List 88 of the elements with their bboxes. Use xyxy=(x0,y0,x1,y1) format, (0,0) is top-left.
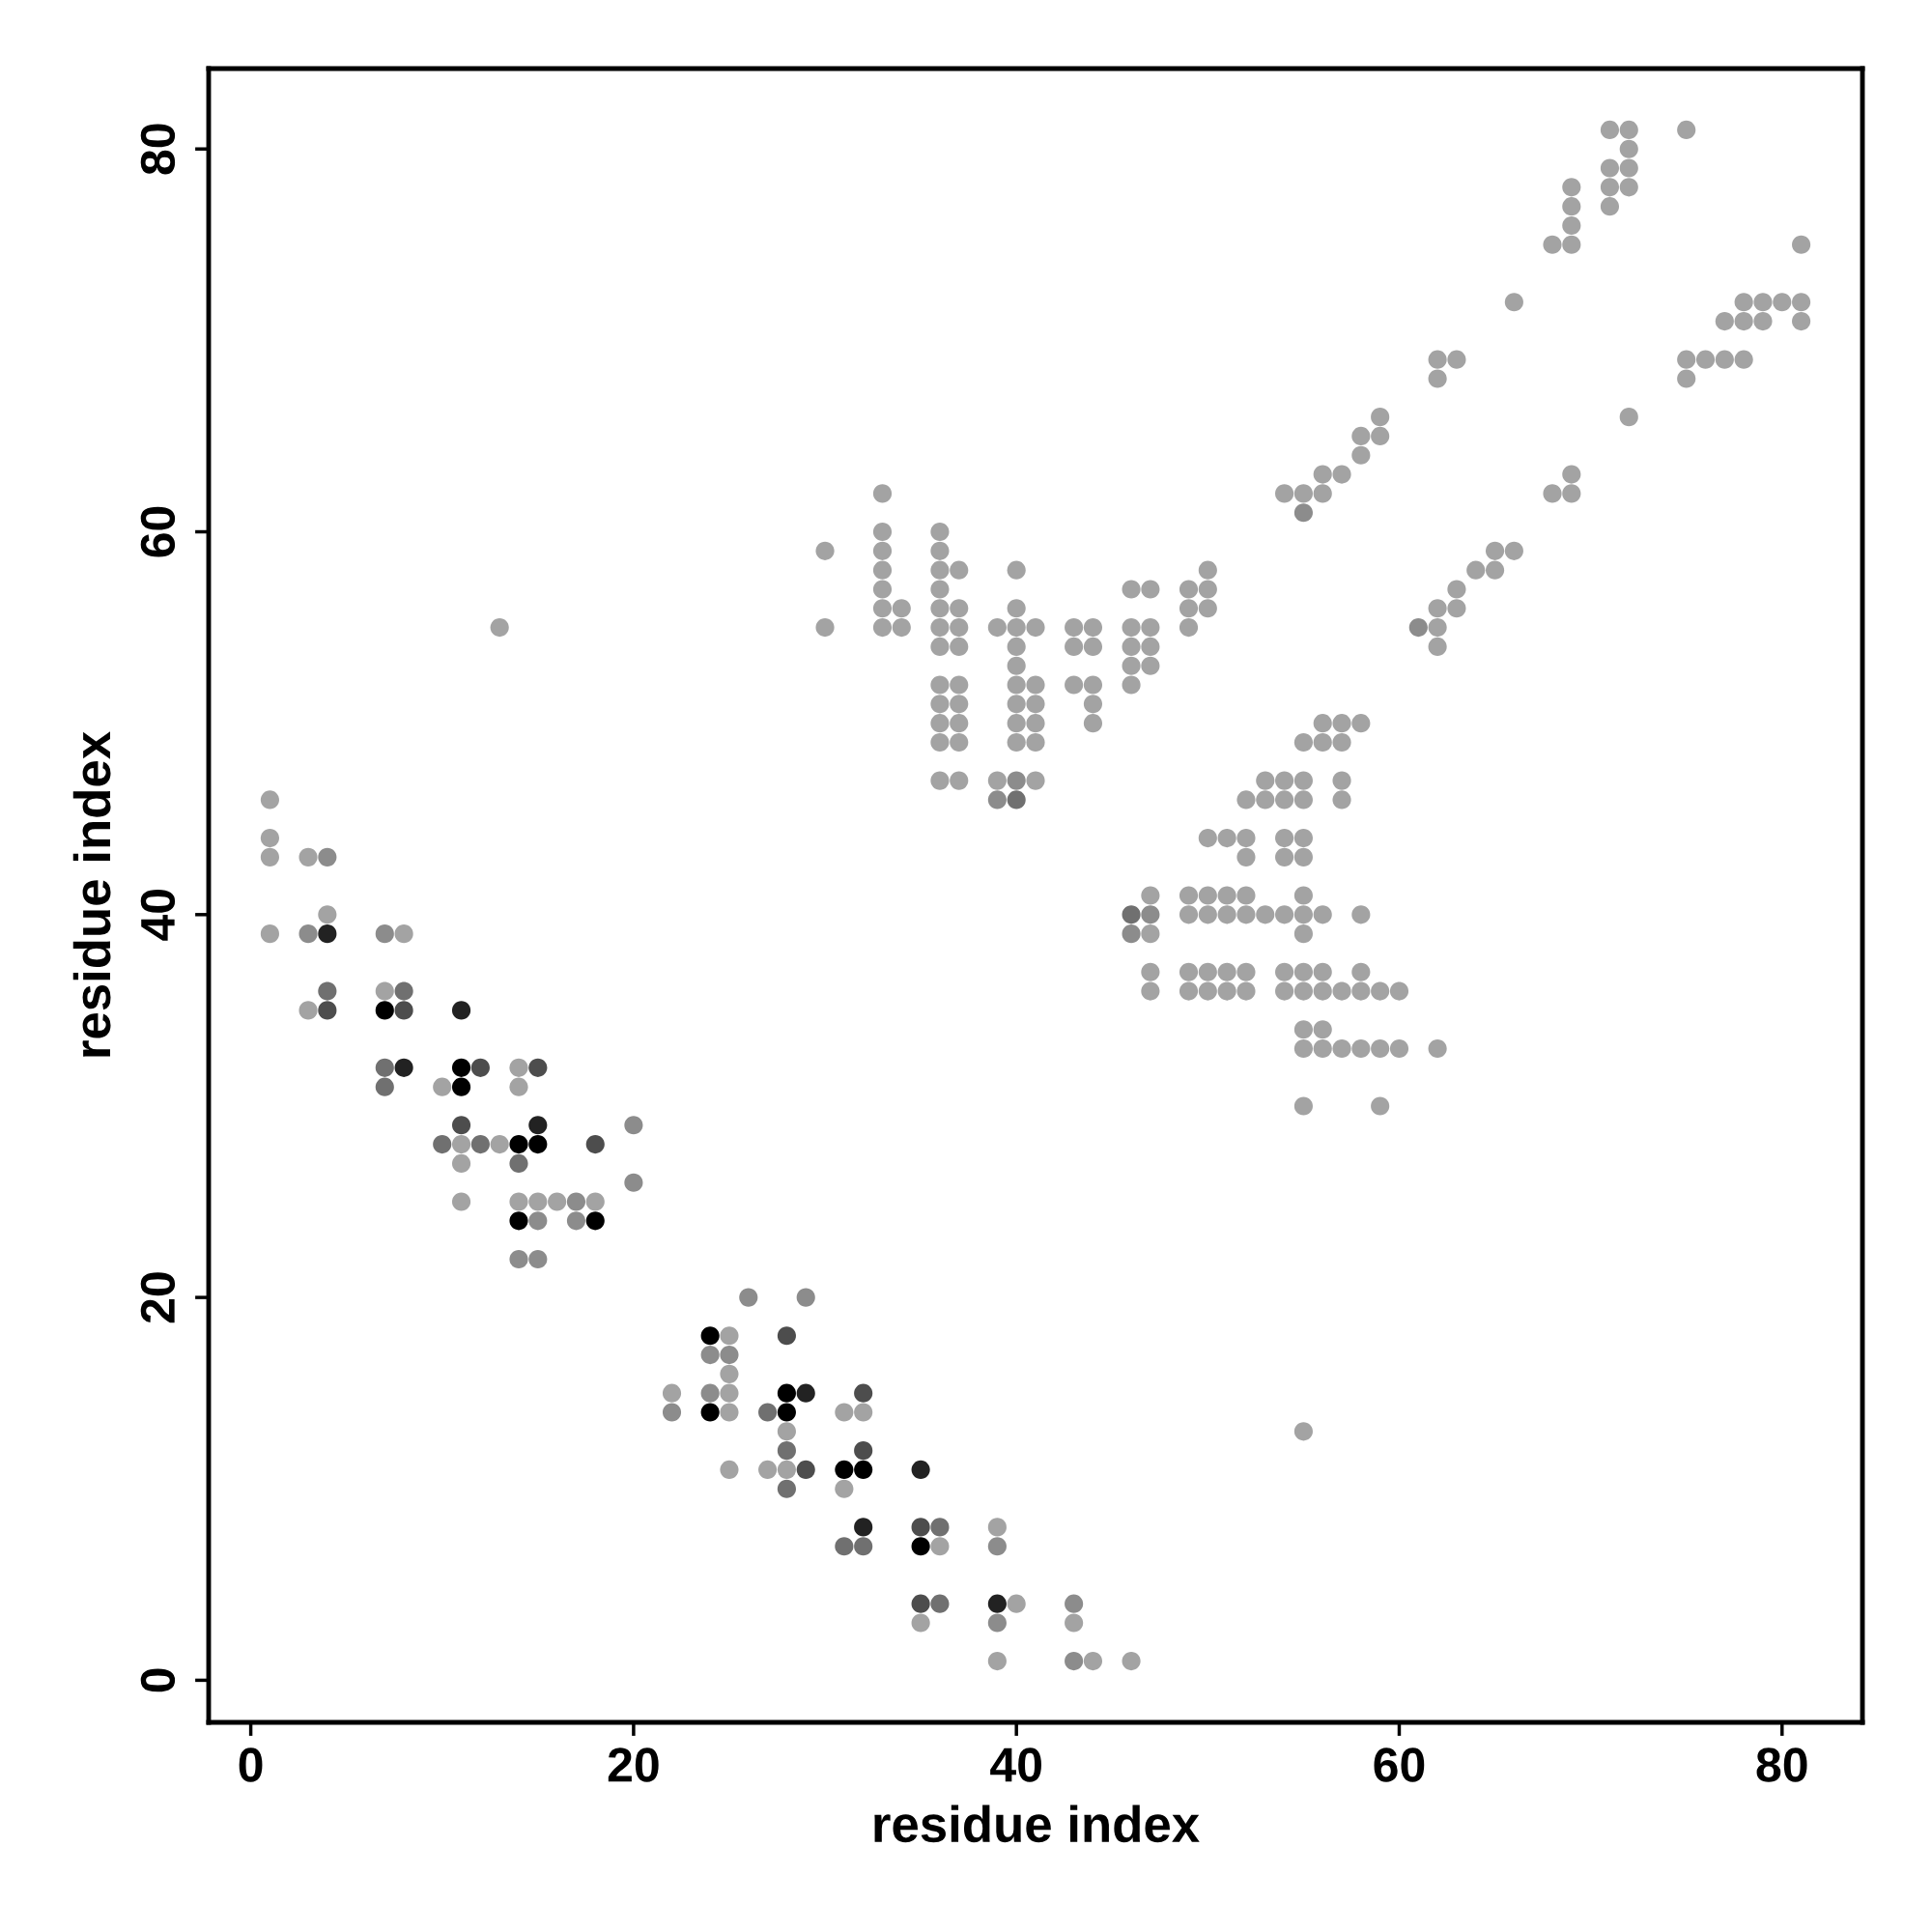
point xyxy=(796,1460,815,1480)
point xyxy=(911,1594,930,1613)
point xyxy=(318,1001,337,1020)
point xyxy=(318,924,337,944)
point xyxy=(528,1135,548,1154)
y-tick-label: 60 xyxy=(140,506,176,557)
point xyxy=(835,1460,854,1480)
point xyxy=(433,1135,452,1154)
point xyxy=(777,1479,796,1498)
point xyxy=(566,1211,586,1231)
point xyxy=(451,1116,471,1135)
point xyxy=(1408,618,1428,638)
point xyxy=(835,1537,854,1556)
point xyxy=(585,1135,605,1154)
point xyxy=(777,1326,796,1346)
point xyxy=(700,1383,720,1403)
point xyxy=(987,1537,1007,1556)
point xyxy=(987,790,1007,810)
point xyxy=(375,1077,394,1096)
point xyxy=(1141,905,1160,924)
y-tick-label: 20 xyxy=(140,1272,176,1323)
point xyxy=(624,1173,643,1192)
point xyxy=(796,1383,815,1403)
point xyxy=(911,1537,930,1556)
point xyxy=(777,1383,796,1403)
point xyxy=(509,1211,528,1231)
point xyxy=(394,1001,413,1020)
point xyxy=(854,1518,873,1537)
point xyxy=(375,924,394,944)
point xyxy=(930,1594,950,1613)
point xyxy=(700,1326,720,1346)
point xyxy=(318,847,337,867)
point xyxy=(720,1345,739,1365)
point xyxy=(911,1518,930,1537)
point xyxy=(451,1058,471,1077)
point xyxy=(777,1403,796,1422)
point xyxy=(585,1211,605,1231)
point xyxy=(1065,1652,1084,1671)
point xyxy=(987,1594,1007,1613)
point xyxy=(318,981,337,1001)
point xyxy=(854,1460,873,1480)
x-tick-label: 80 xyxy=(1756,1747,1807,1782)
point xyxy=(1007,790,1026,810)
point xyxy=(1065,1594,1084,1613)
point xyxy=(509,1249,528,1269)
y-tick-label: 80 xyxy=(140,124,176,175)
point xyxy=(624,1116,643,1135)
point xyxy=(528,1211,548,1231)
point xyxy=(1293,503,1313,523)
point xyxy=(930,1518,950,1537)
point xyxy=(509,1135,528,1154)
point xyxy=(1122,924,1141,944)
point xyxy=(470,1135,490,1154)
point xyxy=(911,1460,930,1480)
point xyxy=(394,981,413,1001)
point xyxy=(528,1058,548,1077)
point xyxy=(700,1403,720,1422)
point xyxy=(796,1288,815,1307)
point xyxy=(1122,905,1141,924)
y-axis-title: residue index xyxy=(72,731,111,1057)
point xyxy=(700,1345,720,1365)
x-axis-title: residue index xyxy=(874,1804,1200,1843)
y-tick-label: 40 xyxy=(140,890,176,941)
point xyxy=(987,1613,1007,1633)
point xyxy=(854,1441,873,1461)
point xyxy=(1007,771,1026,790)
point xyxy=(470,1058,490,1077)
point xyxy=(375,1058,394,1077)
point xyxy=(758,1403,778,1422)
point xyxy=(662,1403,682,1422)
point xyxy=(528,1249,548,1269)
point xyxy=(777,1441,796,1461)
point xyxy=(566,1192,586,1211)
y-tick-label: 0 xyxy=(140,1668,176,1692)
x-tick-label: 0 xyxy=(239,1747,263,1782)
point xyxy=(854,1383,873,1403)
x-tick-label: 20 xyxy=(608,1747,659,1782)
point xyxy=(528,1116,548,1135)
point xyxy=(394,1058,413,1077)
point xyxy=(854,1537,873,1556)
x-tick-label: 60 xyxy=(1374,1747,1425,1782)
point xyxy=(739,1288,758,1307)
point xyxy=(509,1153,528,1173)
point xyxy=(298,924,318,944)
x-tick-label: 40 xyxy=(990,1747,1041,1782)
point xyxy=(451,1001,471,1020)
point xyxy=(451,1077,471,1096)
point xyxy=(375,1001,394,1020)
